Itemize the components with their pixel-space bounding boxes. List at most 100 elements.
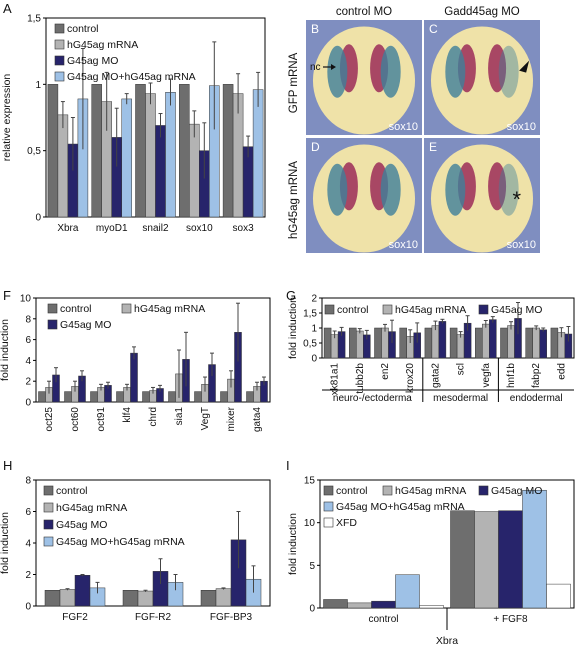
bar — [374, 327, 382, 359]
panel-letter-g: G — [286, 288, 296, 303]
x-tick-label: en2 — [380, 363, 391, 380]
y-tick-label: 10 — [304, 518, 316, 529]
legend-label: G45ag MO+hG45ag mRNA — [56, 536, 185, 548]
legend: control hG45ag mRNA G45ag MO — [324, 304, 542, 316]
tile-stain-label: sox10 — [507, 121, 536, 133]
legend-swatch — [382, 485, 393, 496]
x-tick-label: krox20 — [405, 363, 416, 393]
y-tick-label: 2 — [25, 377, 31, 388]
legend-label: hG45ag mRNA — [134, 303, 205, 315]
sox10-stain-left — [327, 163, 348, 216]
y-axis-label: fold induction — [0, 319, 11, 381]
bar — [431, 325, 440, 359]
legend-label: XFD — [336, 517, 357, 529]
x-tick-label: FGF-BP3 — [210, 612, 253, 623]
legend-label: G45ag MO — [491, 304, 542, 316]
column-header-gadd45ag: Gadd45ag MO — [444, 6, 519, 18]
x-tick-label: sox3 — [233, 223, 255, 234]
row-label-hg45ag: hG45ag mRNA — [288, 161, 300, 239]
bar — [507, 325, 515, 359]
legend-swatch — [324, 304, 335, 315]
bar — [64, 391, 72, 403]
bar — [194, 391, 202, 403]
bar — [246, 391, 254, 403]
legend-label: hG45ag mRNA — [395, 304, 466, 316]
reduction-arrowhead-icon — [519, 60, 530, 73]
y-axis-label: fold induction — [0, 512, 11, 574]
chart-panel-a: 0 0,5 1 1,5 relative expression Xbra myoD1 snai… — [1, 14, 266, 234]
bar — [500, 327, 508, 359]
column-header-control: control MO — [336, 6, 392, 18]
sox10-stain-right — [498, 45, 519, 98]
sox10-stain-right — [498, 163, 519, 216]
legend-swatch — [121, 303, 132, 314]
sox10-stain-right — [380, 45, 401, 98]
legend-swatch — [47, 319, 58, 330]
bar — [438, 321, 447, 359]
legend-label: control — [337, 304, 369, 316]
chart-panel-i: 0 5 10 15 fold induction control + FGF8 control… — [287, 476, 575, 647]
legend-swatch — [43, 502, 54, 513]
x-axis-label: Xbra — [436, 635, 458, 647]
bar — [74, 575, 91, 607]
sox10-stain-left — [445, 163, 466, 216]
chart-panel-g: 0 0,5 1 1,5 2 fold induction xk81a1 tubb2b en2 kr… — [287, 294, 575, 404]
y-tick-label: 0 — [309, 604, 315, 615]
legend-label: G45ag MO — [60, 319, 111, 331]
tile-letter: D — [311, 140, 320, 154]
tile-letter: B — [311, 22, 319, 36]
legend-swatch — [54, 55, 65, 66]
bar — [168, 391, 176, 403]
bar — [356, 330, 364, 359]
x-tick-label: control — [368, 614, 398, 625]
bar — [525, 327, 533, 359]
legend-label: G45ag MO+hG45ag mRNA — [67, 71, 196, 83]
panel-letter-a: A — [3, 1, 12, 16]
legend-swatch — [43, 485, 54, 496]
y-tick-label: 2 — [25, 570, 31, 581]
legend-swatch — [323, 501, 334, 512]
tile-letter: E — [429, 140, 437, 154]
bar — [135, 84, 146, 218]
bar — [449, 327, 458, 359]
sox10-stain-left — [445, 45, 466, 98]
bar — [116, 391, 124, 403]
legend-label: control — [67, 23, 99, 35]
x-tick-label: myoD1 — [96, 223, 128, 234]
x-tick-label: xk81a1 — [330, 363, 341, 396]
bar — [347, 602, 372, 609]
legend-swatch — [54, 71, 65, 82]
bar — [200, 590, 217, 607]
bar — [189, 123, 200, 218]
x-tick-label: oct60 — [70, 407, 81, 432]
legend-swatch — [54, 39, 65, 50]
y-axis-label: relative expression — [1, 74, 13, 162]
x-tick-label: oct25 — [44, 407, 55, 432]
bar — [546, 583, 571, 609]
x-tick-label: chrd — [148, 407, 159, 426]
legend-label: control — [56, 485, 88, 497]
x-tick-label: snail2 — [142, 223, 169, 234]
x-tick-label: tubb2b — [355, 363, 366, 394]
y-tick-label: 2 — [311, 294, 317, 305]
bar — [220, 391, 228, 403]
legend-swatch — [54, 23, 65, 34]
x-tick-label: fabp2 — [531, 363, 542, 388]
asterisk-marker: * — [513, 187, 522, 212]
embryo-image-panel: control MO Gadd45ag MO GFP mRNA hG45ag m… — [288, 6, 540, 253]
x-tick-label: hnf1b — [506, 363, 517, 388]
y-tick-label: 0 — [25, 602, 31, 613]
x-tick-label: gata2 — [430, 363, 441, 388]
sox10-stain-left — [327, 45, 348, 98]
bar — [57, 114, 69, 218]
x-tick-label: mixer — [226, 406, 237, 431]
y-tick-label: 1,5 — [303, 309, 317, 320]
bar — [142, 391, 150, 403]
legend-label: G45ag MO — [491, 485, 542, 497]
y-tick-label: 1 — [35, 80, 41, 91]
legend: control hG45ag mRNA G45ag MO — [47, 303, 205, 331]
y-tick-label: 8 — [25, 314, 31, 325]
